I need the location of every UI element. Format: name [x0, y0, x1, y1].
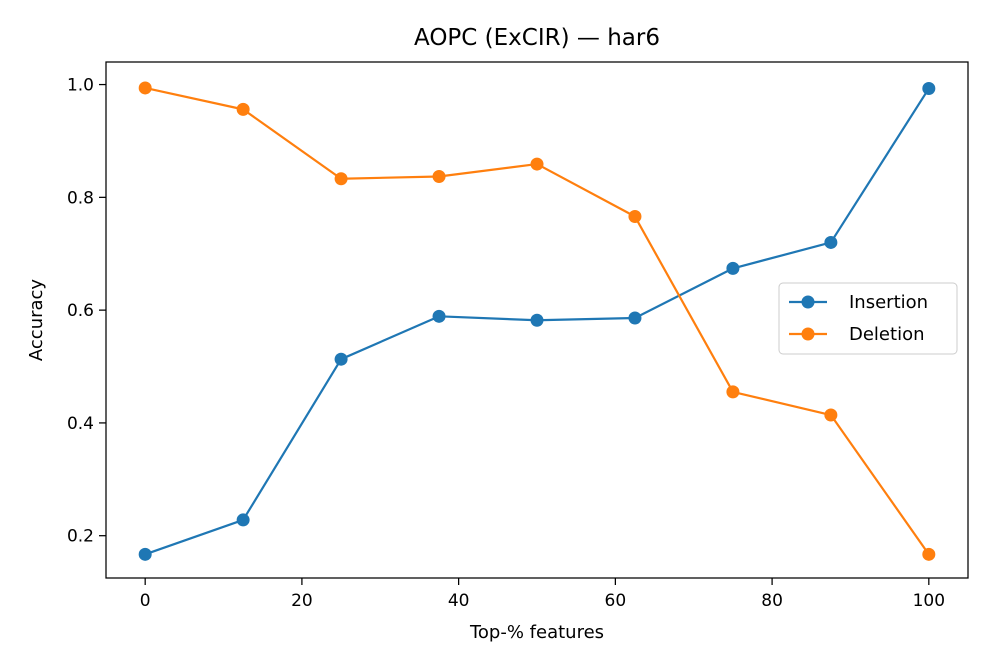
legend-marker-insertion [801, 295, 815, 309]
data-point-insertion [334, 352, 348, 366]
y-axis: 0.2 0.4 0.6 0.8 1.0 [67, 76, 106, 547]
data-point-deletion [138, 81, 152, 95]
data-point-deletion [530, 157, 544, 171]
data-point-insertion [726, 261, 740, 275]
data-point-insertion [432, 309, 446, 323]
x-tick-label: 100 [913, 591, 945, 611]
data-point-deletion [432, 169, 446, 183]
plot-area-frame [105, 61, 969, 579]
x-tick-label: 0 [140, 591, 151, 611]
y-tick-label: 0.6 [67, 301, 94, 321]
x-tick-label: 80 [761, 591, 783, 611]
data-point-deletion [922, 547, 936, 561]
y-tick-label: 0.4 [67, 414, 94, 434]
data-point-insertion [824, 235, 838, 249]
x-tick-label: 60 [605, 591, 627, 611]
y-tick-label: 0.2 [67, 527, 94, 547]
chart-title: AOPC (ExCIR) — har6 [414, 25, 660, 51]
x-axis-label: Top-% features [469, 622, 604, 643]
x-tick-label: 40 [448, 591, 470, 611]
data-point-insertion [138, 547, 152, 561]
x-axis: 0 20 40 60 80 100 [140, 578, 945, 611]
data-point-deletion [726, 385, 740, 399]
data-point-insertion [922, 82, 936, 96]
legend-marker-deletion [801, 327, 815, 341]
legend: Insertion Deletion [778, 282, 958, 355]
data-point-deletion [824, 408, 838, 422]
data-point-insertion [628, 311, 642, 325]
x-tick-label: 20 [291, 591, 313, 611]
data-point-deletion [236, 102, 250, 116]
data-point-deletion [628, 210, 642, 224]
data-point-deletion [334, 172, 348, 186]
legend-frame [778, 282, 958, 355]
series-layer [138, 81, 936, 561]
legend-label-insertion: Insertion [849, 292, 928, 313]
y-axis-label: Accuracy [26, 279, 47, 362]
legend-label-deletion: Deletion [849, 324, 925, 345]
data-point-insertion [236, 513, 250, 527]
y-tick-label: 1.0 [67, 76, 94, 96]
data-point-insertion [530, 313, 544, 327]
y-tick-label: 0.8 [67, 188, 94, 208]
